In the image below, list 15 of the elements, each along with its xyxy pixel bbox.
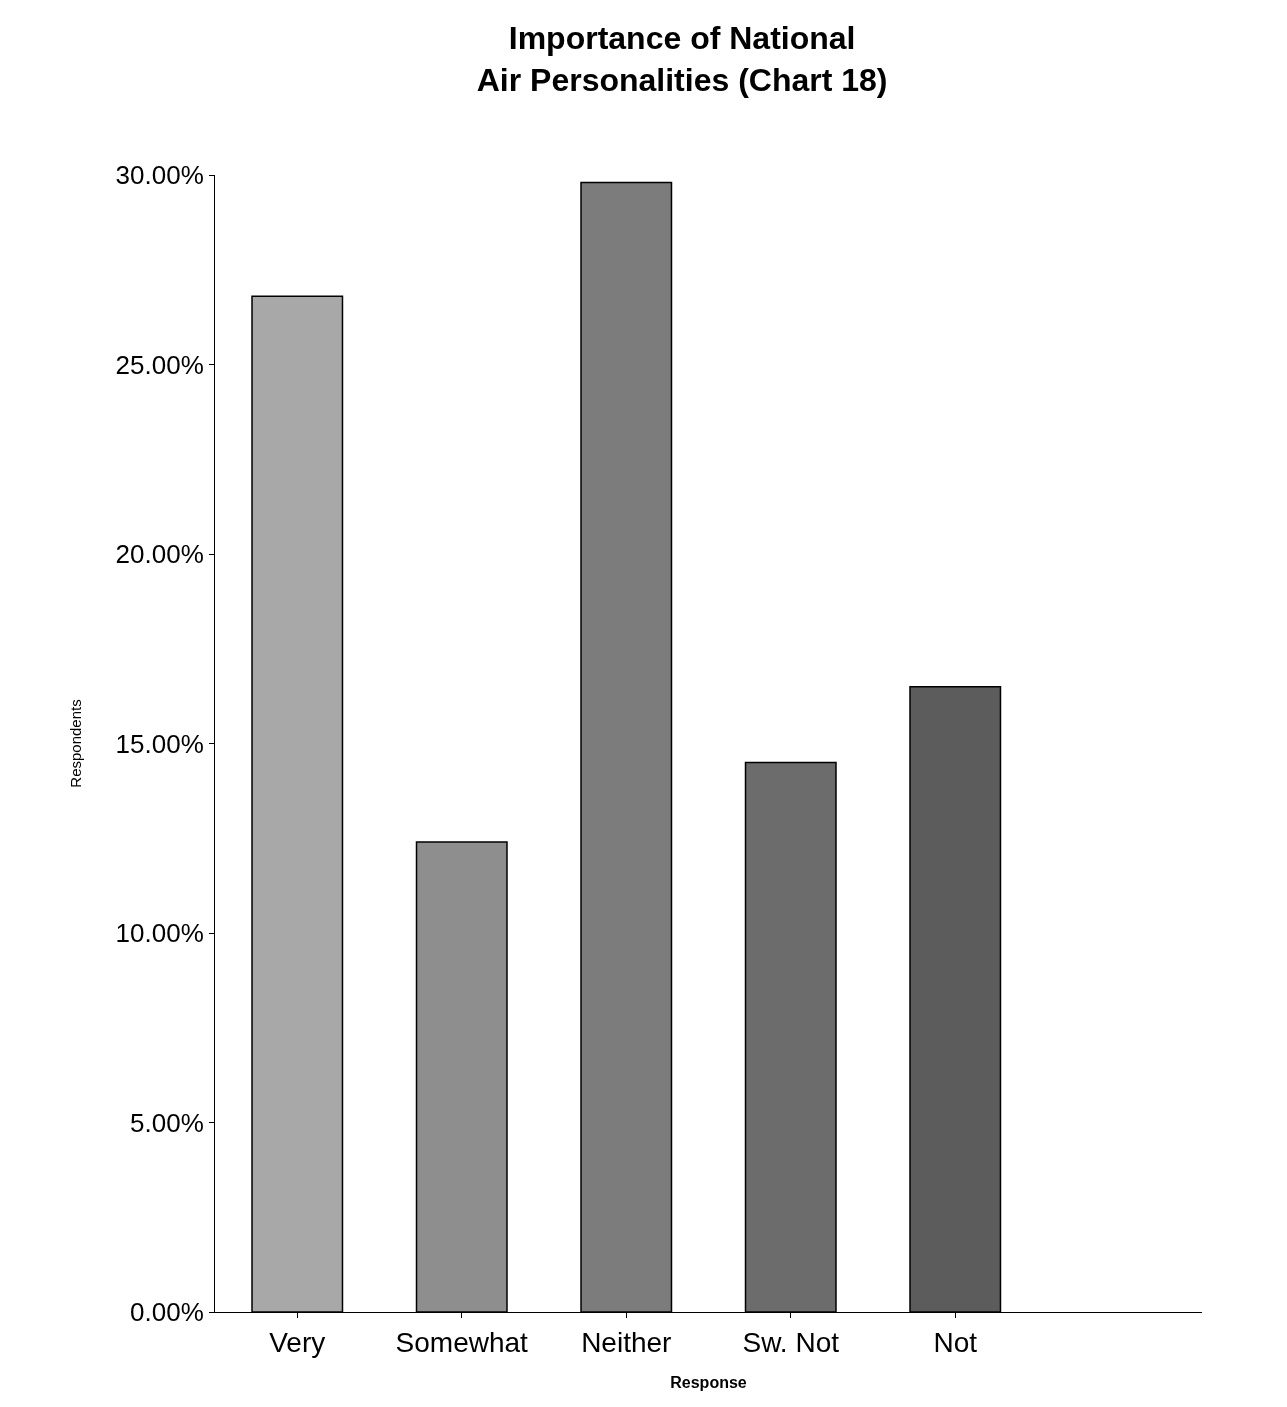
x-tick-label: Sw. Not	[742, 1326, 840, 1358]
x-tick-label: Very	[269, 1326, 326, 1358]
chart-title: Importance of National Air Personalities (Chart 18)	[476, 20, 888, 98]
x-tick-label: Somewhat	[395, 1326, 529, 1358]
x-tick-label: Not	[933, 1326, 978, 1358]
y-axis-title: Respondents	[66, 699, 84, 788]
y-tick-label: 10.00%	[115, 918, 204, 949]
y-tick-label: 20.00%	[115, 539, 204, 570]
y-tick-label: 25.00%	[115, 349, 204, 380]
y-tick-label: 0.00%	[130, 1297, 204, 1328]
x-axis-title: Response	[670, 1374, 747, 1392]
x-tick-label: Neither	[581, 1326, 672, 1358]
y-tick-label: 15.00%	[115, 728, 204, 759]
y-tick-label: 5.00%	[130, 1107, 204, 1138]
y-tick-label: 30.00%	[115, 160, 204, 191]
